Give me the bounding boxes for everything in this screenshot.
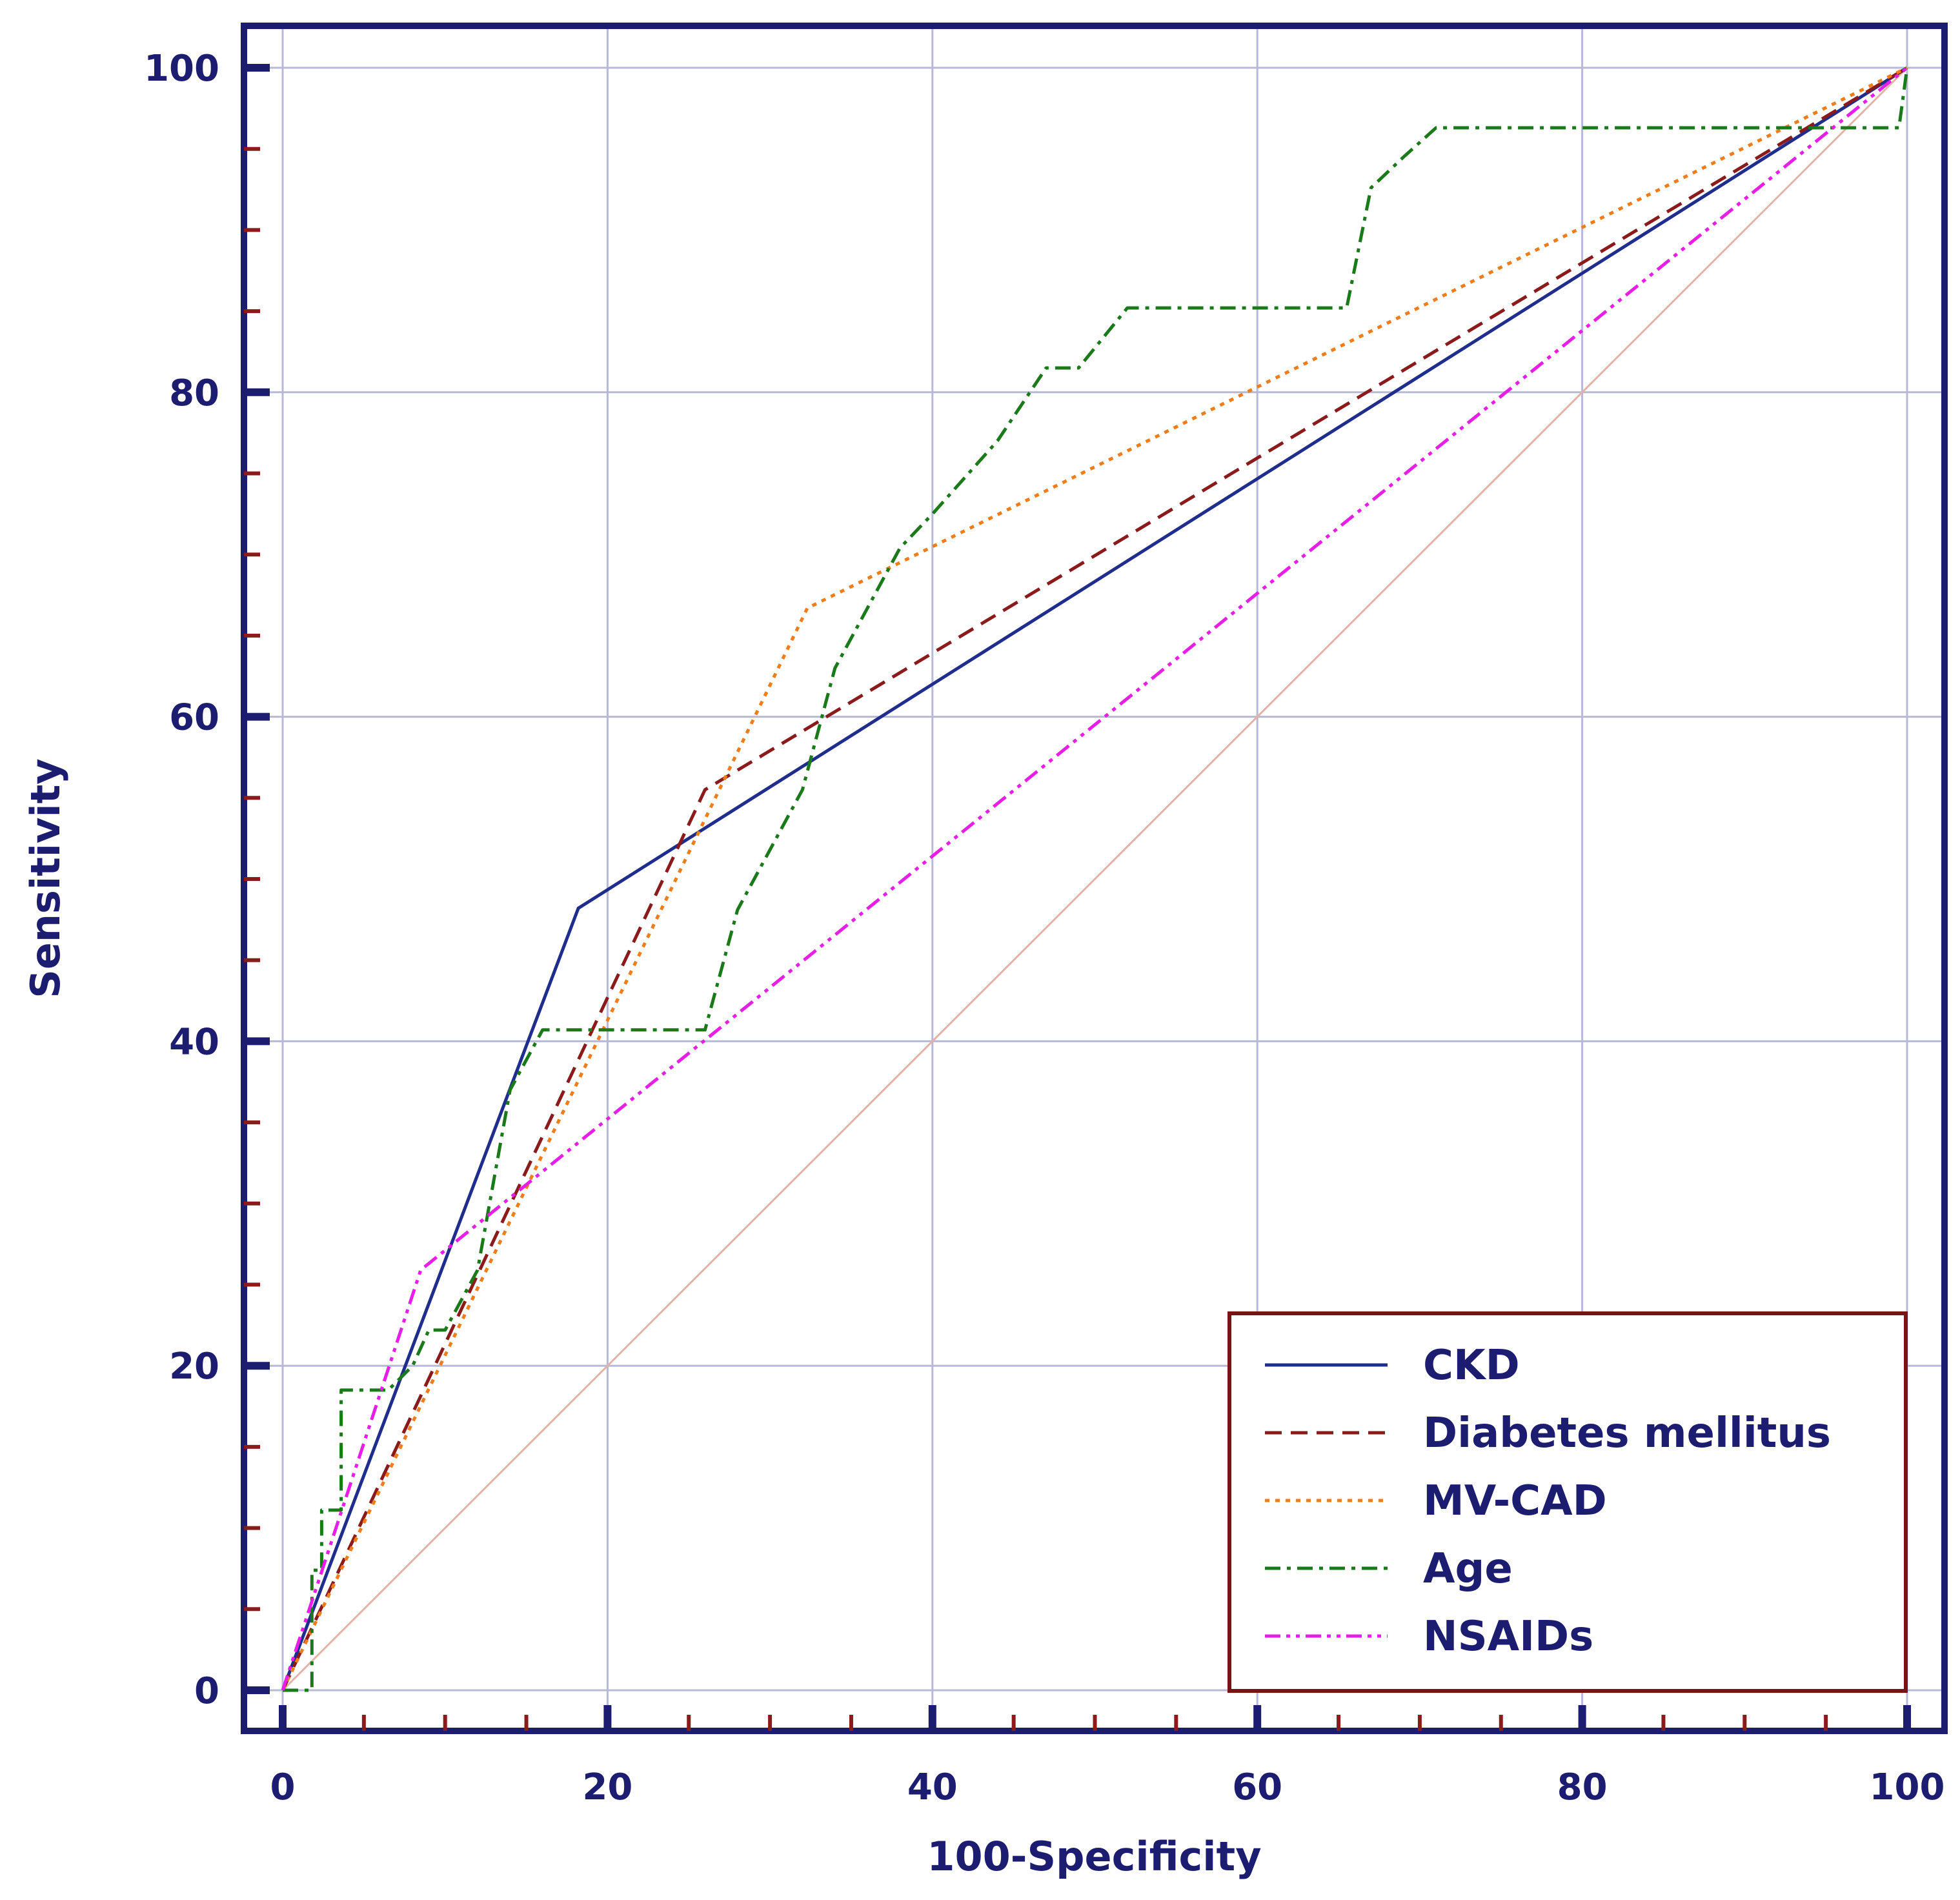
x-tick-label-40: 40 <box>907 1766 958 1808</box>
legend-label-mv-cad: MV-CAD <box>1423 1477 1607 1525</box>
series-line-diabetes-mellitus <box>281 66 1908 1692</box>
legend-label-ckd: CKD <box>1423 1342 1520 1390</box>
legend-label-nsaids: NSAIDs <box>1423 1613 1593 1661</box>
tick-labels: 0 20 40 60 80 100 0 20 40 60 80 100 <box>144 48 1945 1808</box>
axis-ticks <box>244 64 1911 1731</box>
series-line-nsaids <box>281 66 1908 1691</box>
series-line-age <box>283 67 1909 1692</box>
legend: CKD Diabetes mellitus MV-CAD Age NSAIDs <box>1228 1311 1908 1693</box>
series-lines <box>281 66 1909 1692</box>
y-tick-label-80: 80 <box>169 372 219 414</box>
x-tick-label-60: 60 <box>1232 1766 1282 1808</box>
y-tick-label-20: 20 <box>169 1346 219 1388</box>
y-tick-label-100: 100 <box>144 48 219 90</box>
x-tick-label-20: 20 <box>582 1766 632 1808</box>
x-tick-label-80: 80 <box>1557 1766 1608 1808</box>
legend-label-diabetes-mellitus: Diabetes mellitus <box>1423 1410 1831 1457</box>
series-line-ckd <box>281 66 1908 1691</box>
legend-label-age: Age <box>1423 1545 1513 1593</box>
legend-entries: CKD Diabetes mellitus MV-CAD Age NSAIDs <box>1265 1342 1831 1661</box>
legend-box <box>1228 1311 1908 1693</box>
y-tick-label-40: 40 <box>169 1021 219 1063</box>
x-tick-label-0: 0 <box>270 1766 296 1808</box>
reference-diagonal-line <box>281 66 1908 1692</box>
x-axis-title: 100-Specificity <box>927 1833 1261 1880</box>
y-tick-label-60: 60 <box>169 697 219 739</box>
y-tick-label-0: 0 <box>194 1670 219 1712</box>
x-tick-label-100: 100 <box>1870 1766 1945 1808</box>
y-axis-title: Sensitivity <box>22 758 69 998</box>
